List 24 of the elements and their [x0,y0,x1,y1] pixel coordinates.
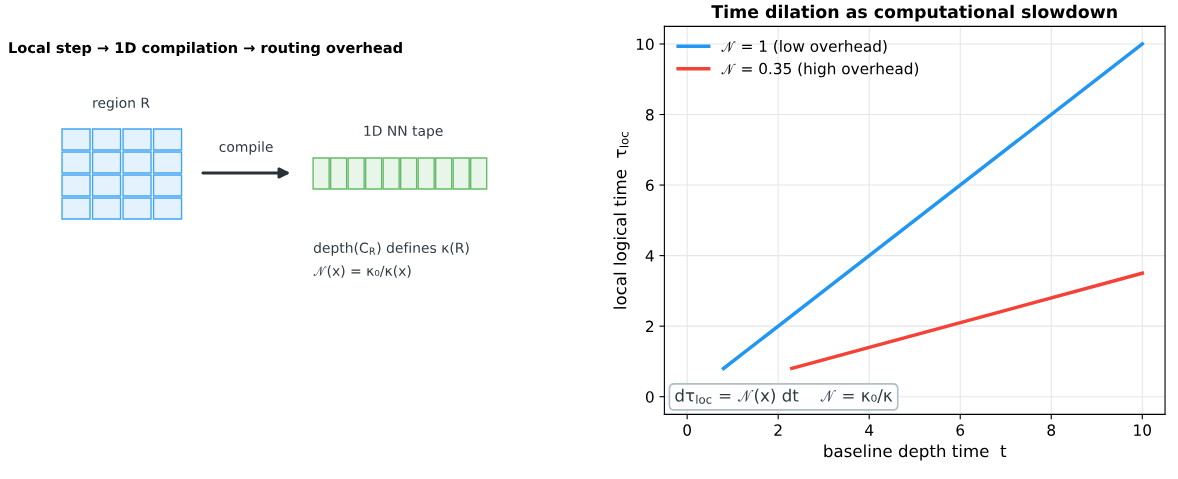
text: depth(C$_{R}$) defines κ(R) [313,242,469,256]
y-tick-label: 0 [645,391,654,403]
x-tick-label: 10 [1134,424,1151,436]
text: compile [219,141,273,155]
x-tick-label: 2 [774,424,782,436]
x-axis-title: baseline depth time t [824,444,1007,461]
x-tick-label: 6 [956,424,965,436]
y-tick-label: 2 [646,320,654,332]
text: region R [93,97,150,111]
text: 1D NN tape [364,125,443,139]
y-tick-label: 10 [636,38,654,50]
y-tick-label: 8 [645,108,654,121]
x-tick-label: 8 [1047,424,1056,436]
y-axis-title: local logical time τ$_{loc}$ [613,132,630,309]
legend-label: 𝒩 = 0.35 (high overhead) [721,62,919,78]
y-tick-label: 6 [646,179,654,192]
text: 𝒩(x) = κ₀/κ(x) [313,265,411,278]
text: Local step → 1D compilation → routing overhead [9,41,402,57]
annotation: dτ$_{loc}$ = 𝒩(x) dt 𝒩 = κ₀/κ [675,388,893,404]
y-tick-label: 4 [645,250,654,262]
x-tick-label: 0 [683,424,691,436]
legend-label: 𝒩 = 1 (low overhead) [721,40,887,54]
x-tick-label: 4 [865,424,874,436]
chart-title: Time dilation as computational slowdown [711,4,1117,22]
